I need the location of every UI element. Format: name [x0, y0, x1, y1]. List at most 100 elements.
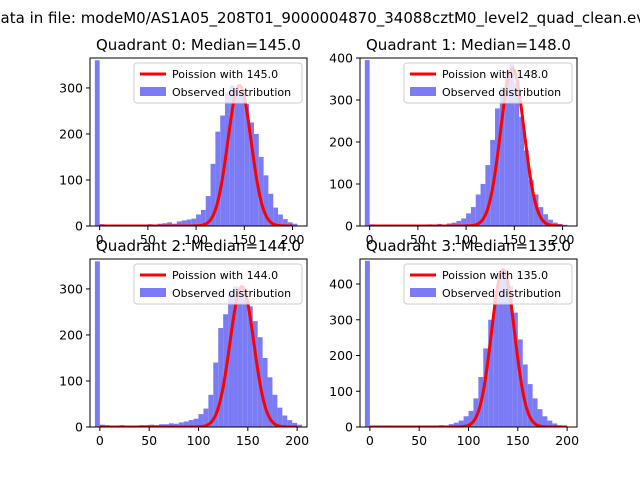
hist-bar: [198, 414, 204, 427]
hist-bar: [233, 286, 238, 427]
hist-bar: [215, 131, 221, 226]
figure-suptitle: Data in file: modeM0/AS1A05_208T01_90000…: [0, 9, 640, 28]
y-tick-label: 400: [329, 277, 353, 292]
hist-bar: [522, 364, 528, 427]
hist-bar: [475, 194, 481, 226]
y-tick-label: 0: [75, 219, 83, 234]
hist-bar: [512, 312, 518, 427]
hist-bar: [528, 179, 534, 226]
hist-bar: [473, 398, 479, 427]
hist-bar: [483, 348, 489, 427]
x-tick-label: 200: [285, 433, 309, 448]
legend: Poission with 144.0 Observed distribution: [133, 263, 303, 305]
hist-bar: [225, 92, 230, 226]
panel-title: Quadrant 1: Median=148.0: [366, 36, 571, 54]
y-tick-label: 100: [329, 384, 353, 399]
y-tick-label: 300: [329, 312, 353, 327]
hist-bar: [239, 92, 245, 226]
hist-bar: [173, 423, 179, 427]
hist-bar: [507, 285, 513, 427]
hist-bar: [247, 306, 253, 427]
hist-bar: [183, 421, 189, 427]
hist-bar: [514, 83, 520, 226]
y-tick-label: 0: [345, 219, 353, 234]
hist-bar: [234, 87, 240, 226]
legend: Poission with 145.0 Observed distribution: [133, 62, 303, 104]
hist-bar: [200, 209, 206, 226]
y-tick-label: 0: [345, 420, 353, 435]
hist-bar: [186, 219, 192, 226]
x-tick-label: 0: [366, 232, 374, 247]
hist-bar: [292, 223, 298, 226]
hist-bar: [519, 116, 524, 226]
hist-bar: [468, 410, 474, 427]
hist-bar: [532, 398, 538, 427]
hist-bar: [228, 293, 234, 427]
hist-bar: [94, 60, 100, 226]
x-tick-label: 100: [457, 433, 481, 448]
legend-hist-swatch: [140, 288, 166, 297]
x-tick-label: 150: [236, 433, 260, 448]
hist-bar: [237, 288, 243, 427]
axes-frame: [89, 57, 308, 227]
hist-bar: [176, 221, 182, 226]
legend-line-label: Poission with 145.0: [172, 68, 278, 81]
panel-quadrant-1: Quadrant 1: Median=148.0 0 50 100 150 200 0 10…: [329, 36, 578, 247]
legend: Poission with 135.0 Observed distribution: [403, 263, 573, 305]
hist-bar: [252, 321, 258, 427]
legend-hist-label: Observed distribution: [442, 287, 561, 300]
hist-bar: [547, 420, 553, 427]
hist-bar: [188, 420, 194, 427]
hist-bar: [181, 220, 187, 226]
hist-bar: [94, 261, 100, 427]
x-tick-label: 150: [506, 433, 530, 448]
panel-quadrant-3: Quadrant 3: Median=135.0 0 50 100 150 200 0 10…: [329, 237, 579, 448]
hist-bar: [364, 260, 370, 427]
hist-bar: [503, 269, 508, 427]
x-tick-label: 200: [551, 232, 575, 247]
legend-hist-label: Observed distribution: [172, 287, 291, 300]
y-tick-label: 100: [59, 172, 83, 187]
hist-bar: [523, 150, 529, 226]
hist-bar: [282, 219, 288, 226]
x-tick-label: 50: [411, 433, 427, 448]
x-tick-label: 0: [96, 232, 104, 247]
hist-bar: [191, 218, 197, 226]
x-tick-label: 50: [140, 232, 156, 247]
hist-bar: [210, 163, 216, 226]
hist-bar: [282, 415, 288, 427]
legend-box: [133, 62, 303, 104]
x-tick-label: 150: [502, 232, 526, 247]
hist-bar: [466, 213, 471, 226]
legend-box: [403, 263, 573, 305]
panel-title: Quadrant 2: Median=144.0: [96, 237, 301, 255]
hist-bar: [267, 377, 273, 427]
hist-bar: [249, 122, 254, 226]
hist-bar: [229, 85, 235, 226]
hist-bar: [509, 64, 515, 226]
hist-bar: [542, 416, 548, 427]
y-tick-label: 200: [59, 327, 83, 342]
panel-title: Quadrant 0: Median=145.0: [96, 36, 301, 54]
hist-bar: [537, 409, 543, 427]
legend-hist-label: Observed distribution: [442, 86, 561, 99]
legend-hist-label: Observed distribution: [172, 86, 291, 99]
y-tick-label: 300: [59, 281, 83, 296]
hist-bar: [451, 222, 457, 226]
x-tick-label: 150: [232, 232, 256, 247]
x-tick-label: 50: [141, 433, 157, 448]
hist-bar: [278, 214, 283, 226]
legend-hist-swatch: [410, 288, 436, 297]
hist-bar: [488, 319, 494, 427]
y-tick-label: 0: [75, 420, 83, 435]
hist-bar: [552, 423, 558, 427]
y-tick-label: 400: [329, 51, 353, 66]
legend-line-label: Poission with 135.0: [442, 269, 548, 282]
x-tick-label: 100: [184, 232, 208, 247]
hist-bar: [178, 422, 184, 427]
hist-bar: [458, 420, 464, 427]
hist-bar: [287, 222, 293, 226]
y-tick-label: 100: [329, 177, 353, 192]
hist-bar: [463, 416, 469, 427]
